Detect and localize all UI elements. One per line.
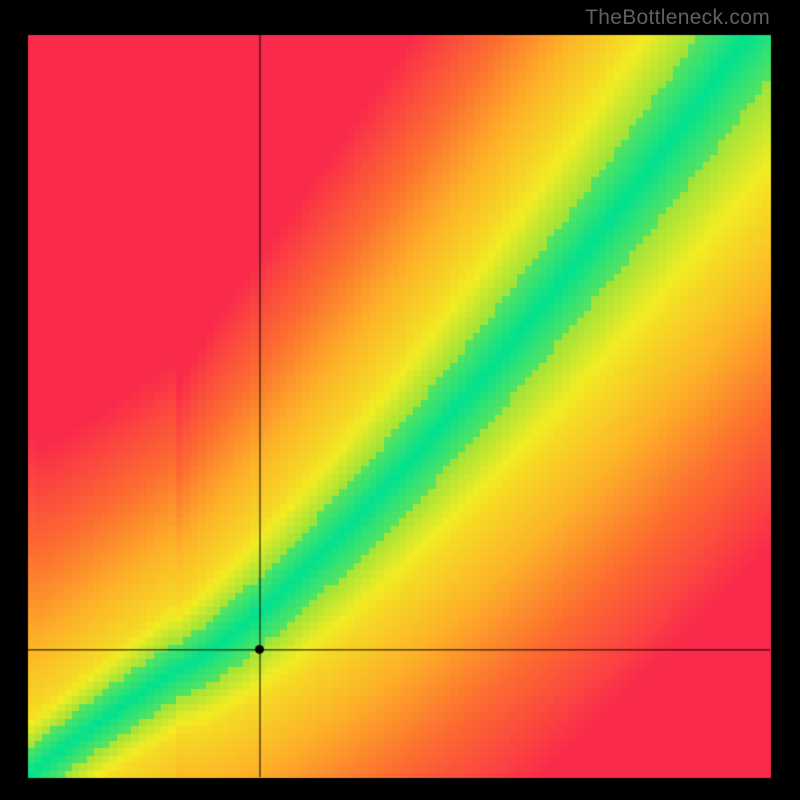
heatmap-chart bbox=[0, 0, 800, 800]
chart-container: TheBottleneck.com bbox=[0, 0, 800, 800]
watermark-text: TheBottleneck.com bbox=[585, 6, 770, 30]
